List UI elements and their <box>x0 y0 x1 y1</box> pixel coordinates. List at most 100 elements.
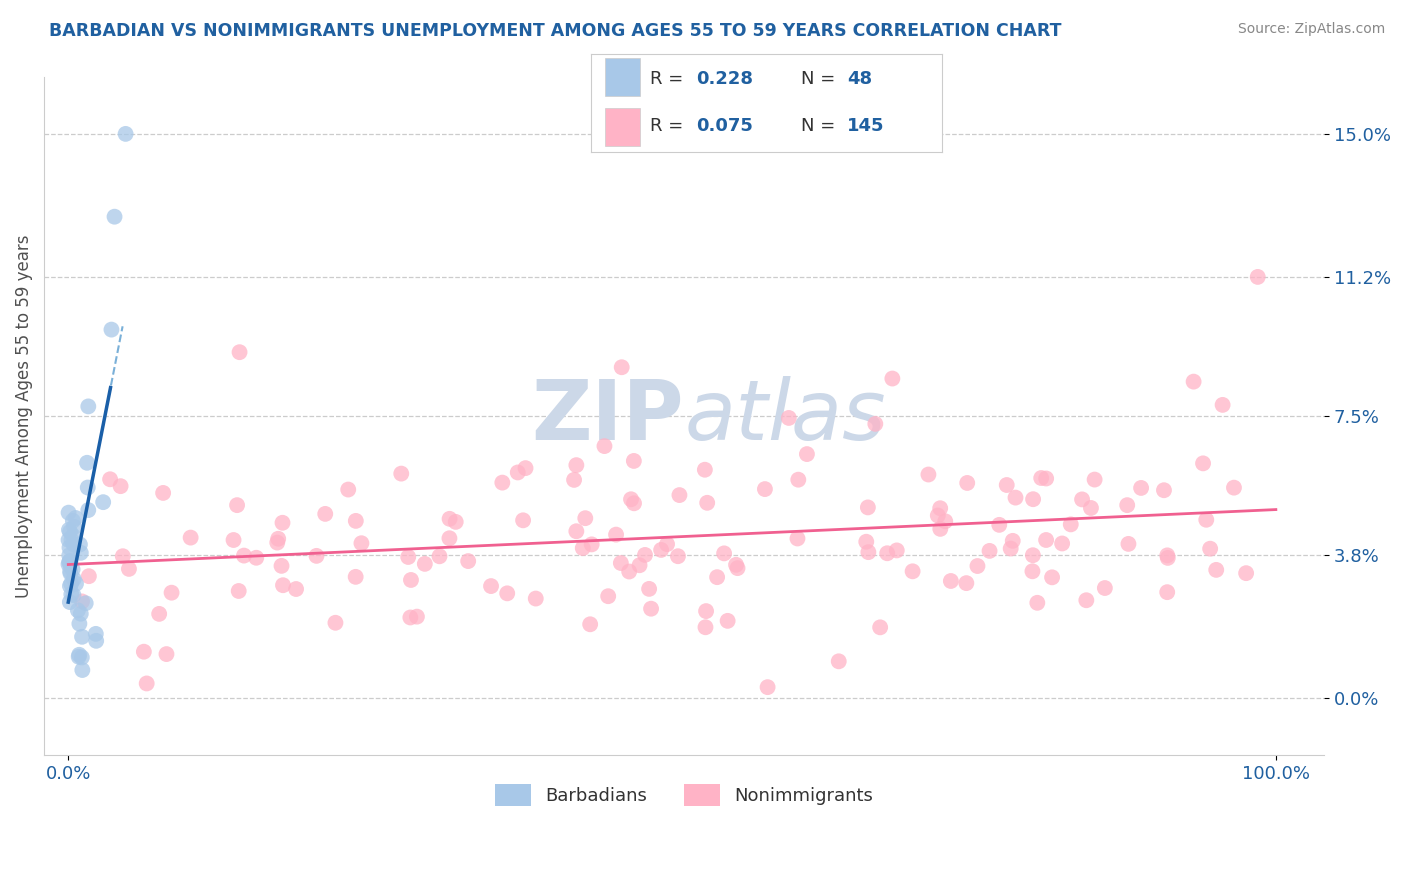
Point <box>610 360 633 375</box>
Point <box>1156 549 1178 563</box>
Point <box>496 586 519 600</box>
Point <box>271 516 294 530</box>
Point <box>934 514 956 528</box>
Point <box>479 579 502 593</box>
Point <box>148 607 170 621</box>
Point <box>75 596 97 610</box>
Point <box>325 615 347 630</box>
Point <box>1223 481 1246 495</box>
Point <box>668 488 690 502</box>
Point <box>828 654 851 668</box>
Point <box>1212 398 1234 412</box>
Point <box>579 617 602 632</box>
Point <box>65 511 87 525</box>
Point <box>62 537 84 551</box>
Point <box>638 582 661 596</box>
Point <box>98 472 121 486</box>
Point <box>457 554 479 568</box>
Point <box>695 620 717 634</box>
Point <box>1157 550 1180 565</box>
Point <box>59 579 82 593</box>
Point <box>58 555 80 569</box>
Text: 145: 145 <box>846 117 884 135</box>
Point <box>77 400 100 414</box>
Point <box>610 556 633 570</box>
Point <box>60 587 83 601</box>
Point <box>59 556 82 570</box>
Point <box>640 601 662 615</box>
Point <box>62 588 84 602</box>
Point <box>1035 471 1057 485</box>
Point <box>796 447 818 461</box>
Point <box>63 520 86 534</box>
Point <box>406 609 429 624</box>
Point <box>565 524 588 539</box>
Point <box>988 517 1011 532</box>
Point <box>399 610 422 624</box>
Point <box>562 473 585 487</box>
Point <box>67 649 90 664</box>
Point <box>593 439 616 453</box>
Point <box>413 557 436 571</box>
Point <box>66 603 89 617</box>
Point <box>270 558 292 573</box>
Point <box>60 533 83 547</box>
Point <box>756 680 779 694</box>
Point <box>869 620 891 634</box>
Point <box>882 371 904 385</box>
Point <box>285 582 308 596</box>
Point <box>929 522 952 536</box>
Point <box>713 546 735 560</box>
Point <box>267 532 290 546</box>
Point <box>571 541 593 555</box>
Point <box>1195 513 1218 527</box>
Point <box>65 576 87 591</box>
Point <box>70 630 93 644</box>
Point <box>69 607 91 621</box>
Point <box>696 496 718 510</box>
Point <box>84 627 107 641</box>
Point <box>1205 563 1227 577</box>
Point <box>565 458 588 472</box>
Point <box>58 541 80 555</box>
Point <box>1182 375 1205 389</box>
Point <box>350 536 373 550</box>
Point <box>524 591 547 606</box>
Point <box>103 210 125 224</box>
Point <box>695 604 717 618</box>
Point <box>754 482 776 496</box>
Point <box>110 479 132 493</box>
Point <box>886 543 908 558</box>
Point <box>399 573 422 587</box>
Text: N =: N = <box>801 70 841 88</box>
Point <box>62 562 84 576</box>
Point <box>77 569 100 583</box>
Point <box>939 574 962 588</box>
Point <box>396 549 419 564</box>
Point <box>598 589 620 603</box>
Point <box>955 576 977 591</box>
Point <box>574 511 596 525</box>
Point <box>725 558 748 572</box>
Point <box>786 532 808 546</box>
Point <box>344 570 367 584</box>
Point <box>619 565 641 579</box>
Point <box>1247 269 1270 284</box>
Point <box>901 564 924 578</box>
Point <box>155 647 177 661</box>
Point <box>59 555 82 569</box>
Point <box>512 513 534 527</box>
Point <box>865 417 887 431</box>
Point <box>1199 541 1222 556</box>
Point <box>1234 566 1257 581</box>
Point <box>70 650 93 665</box>
Point <box>1116 498 1139 512</box>
Point <box>491 475 513 490</box>
Point <box>233 549 256 563</box>
Point <box>1040 570 1063 584</box>
Point <box>132 645 155 659</box>
Point <box>70 594 93 608</box>
Point <box>1001 533 1024 548</box>
Point <box>226 498 249 512</box>
Point <box>623 454 645 468</box>
